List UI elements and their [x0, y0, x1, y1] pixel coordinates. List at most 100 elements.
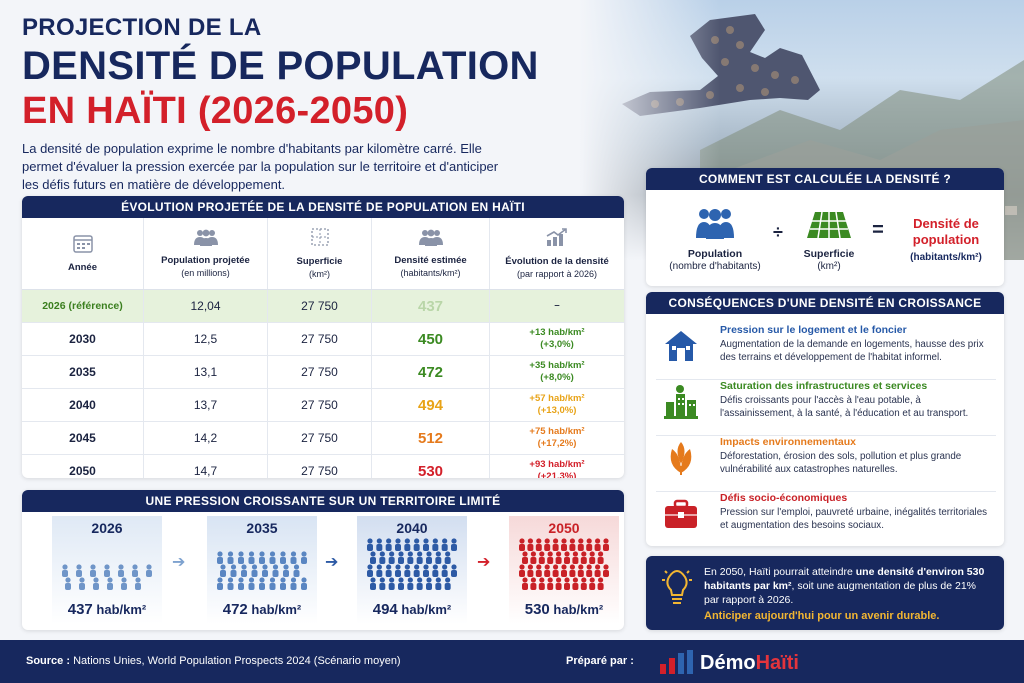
table-title: ÉVOLUTION PROJETÉE DE LA DENSITÉ DE POPU… — [22, 196, 624, 218]
title-line-3: EN HAÏTI (2026-2050) — [22, 90, 409, 132]
cell-evolution: +13 hab/km² (+3,0%) — [490, 323, 624, 355]
consequence-desc: Pression sur l'emploi, pauvreté urbaine,… — [720, 507, 988, 531]
column-header: Année — [22, 218, 144, 289]
calc-population: Population (nombre d'habitants) — [660, 206, 770, 273]
growth-chart-icon — [545, 227, 569, 251]
evolution-abs: +93 hab/km² — [529, 459, 585, 470]
stage-unit: hab/km² — [401, 602, 452, 617]
infrastructure-icon — [662, 384, 700, 425]
people-icon — [418, 228, 444, 250]
table-row: 2045 14,2 27 750 512 +75 hab/km² (+17,2%) — [22, 422, 624, 455]
area-grid-icon — [310, 227, 330, 251]
brand-logo: DémoHaïti — [660, 650, 799, 674]
people-icon — [193, 228, 219, 250]
pressure-stage: 2035 472 hab/km² — [207, 516, 317, 624]
cell-area: 27 750 — [268, 290, 372, 322]
calc-res3: (habitants/km²) — [910, 252, 982, 263]
cell-area: 27 750 — [268, 455, 372, 478]
density-table: ÉVOLUTION PROJETÉE DE LA DENSITÉ DE POPU… — [22, 196, 624, 478]
cell-evolution: +93 hab/km² (+21,3%) — [490, 455, 624, 478]
column-label: Population projetée — [161, 255, 250, 266]
stage-year: 2035 — [246, 520, 278, 536]
evolution-pct: (+17,2%) — [537, 438, 577, 449]
cell-year: 2035 — [22, 356, 144, 388]
consequence-desc: Défis croissants pour l'accès à l'eau po… — [720, 395, 969, 419]
cell-density: 512 — [372, 422, 490, 454]
calc-res2: population — [912, 232, 980, 247]
cell-evolution: +35 hab/km² (+8,0%) — [490, 356, 624, 388]
briefcase-icon — [662, 496, 700, 537]
evolution-pct: (+3,0%) — [540, 339, 574, 350]
column-header: Évolution de la densité (par rapport à 20… — [490, 218, 624, 289]
evolution-abs: – — [554, 300, 560, 311]
column-label: Superficie — [296, 256, 343, 267]
people-icon — [696, 209, 734, 239]
pressure-panel: UNE PRESSION CROISSANTE SUR UN TERRITOIR… — [22, 490, 624, 630]
crowd-icon — [516, 535, 612, 596]
footer: Source : Nations Unies, World Population… — [0, 640, 1024, 683]
conclusion-panel: En 2050, Haïti pourrait atteindre une de… — [646, 556, 1004, 630]
brand-part-a: Démo — [700, 652, 756, 674]
consequence-title: Saturation des infrastructures et servic… — [720, 380, 928, 392]
table-header: Année Population projetée (en millions) Sup… — [22, 218, 624, 290]
intro-paragraph: La densité de population exprime le nomb… — [22, 141, 499, 192]
stage-year: 2026 — [91, 520, 123, 536]
calc-divide: ÷ — [773, 222, 783, 242]
conclusion-text: En 2050, Haïti pourrait atteindre une de… — [704, 565, 994, 607]
evolution-abs: +35 hab/km² — [529, 360, 585, 371]
calc-equals: = — [872, 219, 884, 241]
consequence-item: Défis socio-économiques Pression sur l'em… — [656, 490, 996, 546]
pressure-stage: 2050 530 hab/km² — [509, 516, 619, 624]
column-sub: (par rapport à 2026) — [516, 269, 598, 279]
conclusion-text-c: , soit une augmentation de plus de 21% p… — [704, 580, 976, 606]
cell-density: 450 — [372, 323, 490, 355]
stage-year: 2040 — [396, 520, 428, 536]
stage-unit: hab/km² — [96, 602, 147, 617]
arrow-right-icon: ➔ — [477, 554, 491, 571]
consequences-panel: CONSÉQUENCES D'UNE DENSITÉ EN CROISSANCE… — [646, 292, 1004, 546]
cell-population: 13,7 — [144, 389, 268, 421]
evolution-pct: (+8,0%) — [540, 372, 574, 383]
column-label: Évolution de la densité — [505, 256, 609, 267]
calc-area-sub: (km²) — [817, 261, 841, 272]
pressure-stage: 2040 494 hab/km² — [357, 516, 467, 624]
footer-source: Source : Nations Unies, World Population… — [26, 655, 401, 667]
cell-year: 2050 — [22, 455, 144, 478]
table-row: 2026 (référence) 12,04 27 750 437 – — [22, 290, 624, 323]
cell-area: 27 750 — [268, 323, 372, 355]
crowd-icon — [59, 561, 155, 596]
evolution-pct: (+13,0%) — [537, 405, 577, 416]
source-text: Nations Unies, World Population Prospect… — [73, 655, 401, 667]
calc-title: COMMENT EST CALCULÉE LA DENSITÉ ? — [646, 168, 1004, 190]
cell-population: 14,2 — [144, 422, 268, 454]
cell-year: 2026 (référence) — [22, 290, 144, 322]
stage-value: 472 — [222, 601, 248, 618]
cell-population: 14,7 — [144, 455, 268, 478]
cell-area: 27 750 — [268, 356, 372, 388]
cell-density: 472 — [372, 356, 490, 388]
table-row: 2030 12,5 27 750 450 +13 hab/km² (+3,0%) — [22, 323, 624, 356]
stage-density: 472 hab/km² — [207, 601, 317, 618]
column-sub: (km²) — [309, 269, 330, 279]
stage-year: 2050 — [548, 520, 580, 536]
consequence-title: Impacts environnementaux — [720, 436, 856, 448]
calc-area: Superficie (km²) — [786, 206, 872, 273]
cell-evolution: +57 hab/km² (+13,0%) — [490, 389, 624, 421]
arrow-right-icon: ➔ — [172, 554, 186, 571]
cell-population: 13,1 — [144, 356, 268, 388]
crowd-icon — [364, 535, 460, 596]
cell-year: 2040 — [22, 389, 144, 421]
stage-value: 530 — [524, 601, 550, 618]
bar-chart-logo-icon — [660, 650, 693, 674]
brand-name: DémoHaïti — [700, 652, 799, 674]
stage-density: 530 hab/km² — [509, 601, 619, 618]
cell-area: 27 750 — [268, 389, 372, 421]
consequence-desc: Augmentation de la demande en logements,… — [720, 339, 984, 363]
table-body: 2026 (référence) 12,04 27 750 437–2030 12,5 2… — [22, 290, 624, 478]
brand-part-b: Haïti — [755, 652, 799, 674]
lightbulb-icon — [662, 569, 692, 604]
cell-year: 2030 — [22, 323, 144, 355]
cell-density: 530 — [372, 455, 490, 478]
stage-value: 494 — [372, 601, 398, 618]
column-header: Densité estimée (habitants/km²) — [372, 218, 490, 289]
